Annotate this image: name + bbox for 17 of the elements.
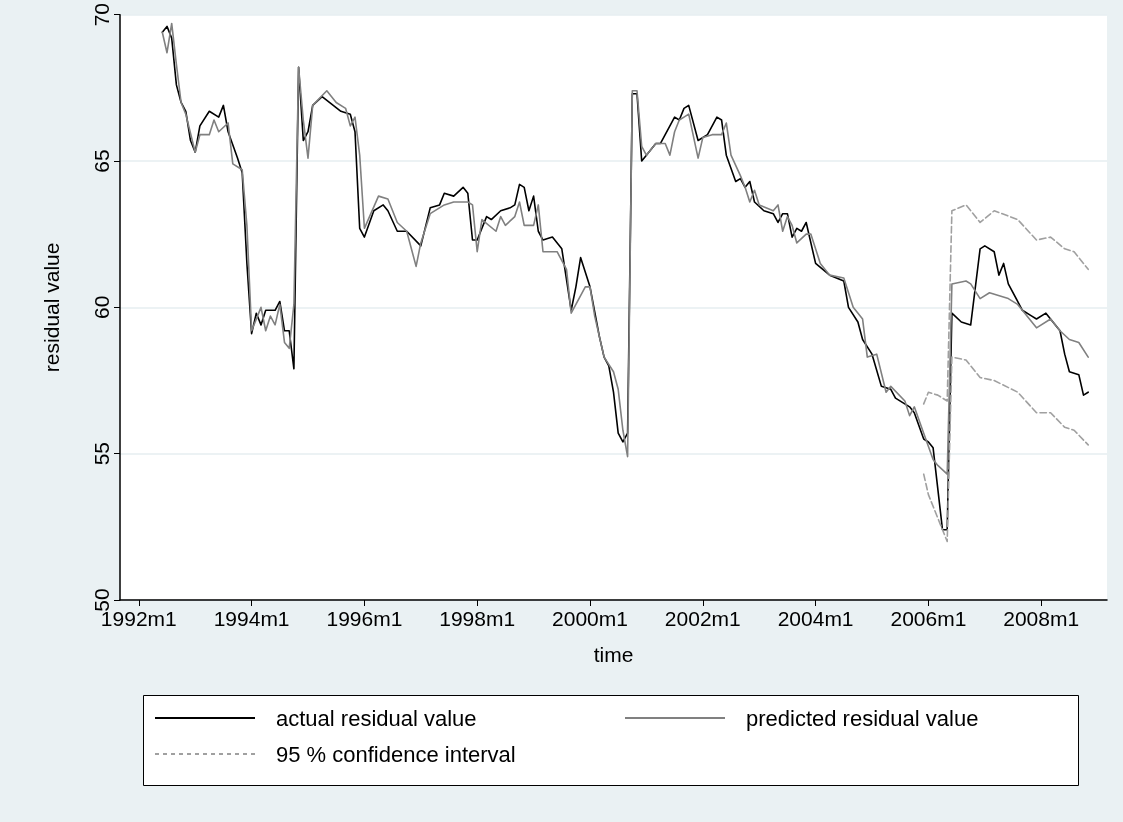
y-tick-label: 55: [90, 441, 113, 466]
legend-label: predicted residual value: [746, 705, 979, 731]
x-tick-label: 2002m1: [664, 607, 741, 630]
x-axis-title: time: [593, 643, 634, 666]
x-tick-label: 1994m1: [213, 607, 290, 630]
legend-label: actual residual value: [276, 705, 477, 731]
y-tick-label: 65: [90, 149, 113, 173]
x-tick-label: 2008m1: [1003, 607, 1080, 630]
x-tick-label: 2006m1: [890, 607, 967, 630]
x-tick-label: 2000m1: [552, 607, 628, 630]
legend-label: 95 % confidence interval: [276, 741, 516, 767]
y-axis-title: residual value: [40, 242, 63, 373]
x-tick-label: 1996m1: [326, 607, 403, 630]
x-tick-label: 2004m1: [777, 607, 854, 630]
x-tick-label: 1998m1: [439, 607, 516, 630]
y-tick-label: 70: [90, 3, 113, 27]
y-tick-label: 60: [90, 295, 113, 320]
